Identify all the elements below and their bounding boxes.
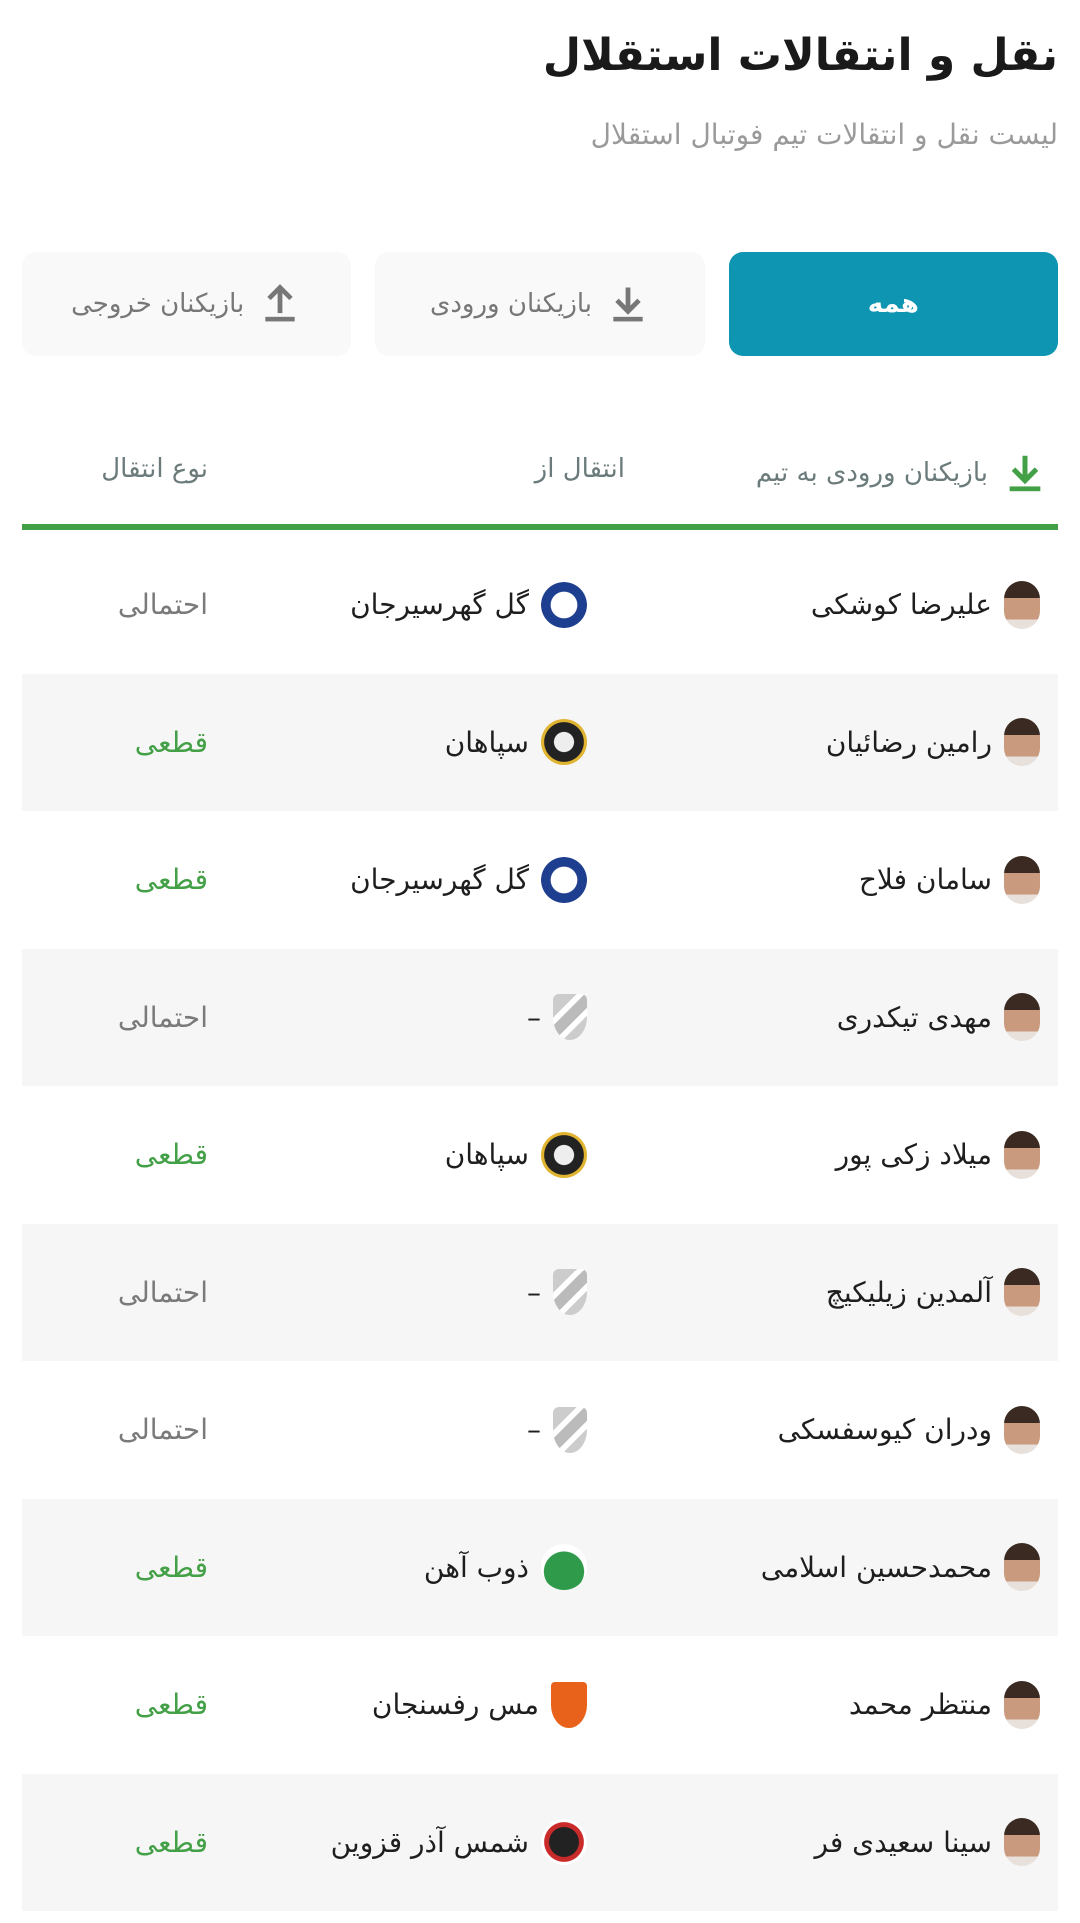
table-row[interactable]: علیرضا کوشکی گل گهرسیرجان احتمالی xyxy=(22,536,1058,674)
club-logo-icon xyxy=(541,581,587,628)
transfer-list: علیرضا کوشکی گل گهرسیرجان احتمالی رامین … xyxy=(22,536,1058,1911)
transfer-type: قطعی xyxy=(134,725,208,759)
player-cell: ودران کیوسفسکی xyxy=(778,1361,1040,1499)
avatar xyxy=(1004,1680,1040,1729)
player-name[interactable]: ودران کیوسفسکی xyxy=(777,1413,992,1447)
club-cell: گل گهرسیرجان xyxy=(350,536,587,674)
club-cell: ذوب آهن xyxy=(424,1499,587,1637)
table-row[interactable]: منتظر محمد مس رفسنجان قطعی xyxy=(22,1636,1058,1774)
club-name: گل گهرسیرجان xyxy=(350,588,529,622)
transfer-type: احتمالی xyxy=(117,1000,208,1034)
player-name[interactable]: منتظر محمد xyxy=(848,1688,992,1722)
tab-label: بازیکنان خروجی xyxy=(71,289,245,319)
club-logo-icon xyxy=(553,994,587,1041)
club-logo-icon xyxy=(551,1681,587,1728)
club-name: – xyxy=(527,1275,541,1309)
player-name[interactable]: سینا سعیدی فر xyxy=(814,1825,992,1859)
club-name: – xyxy=(527,1413,541,1447)
club-logo-icon xyxy=(541,1131,587,1178)
table-row[interactable]: آلمدین زیلیکیچ – احتمالی xyxy=(22,1223,1058,1362)
avatar xyxy=(1004,1543,1040,1592)
avatar xyxy=(1004,855,1040,904)
table-row[interactable]: میلاد زکی پور سپاهان قطعی xyxy=(22,1086,1058,1224)
club-logo-icon xyxy=(553,1406,587,1453)
player-cell: سینا سعیدی فر xyxy=(814,1774,1040,1912)
club-cell: شمس آذر قزوین xyxy=(331,1774,587,1912)
player-name[interactable]: محمدحسین اسلامی xyxy=(760,1550,992,1584)
club-name: سپاهان xyxy=(444,725,529,759)
avatar xyxy=(1004,718,1040,767)
transfer-type: قطعی xyxy=(134,863,208,897)
avatar xyxy=(1004,1268,1040,1317)
club-name: شمس آذر قزوین xyxy=(330,1825,529,1859)
club-name: گل گهرسیرجان xyxy=(350,863,529,897)
table-row[interactable]: ودران کیوسفسکی – احتمالی xyxy=(22,1361,1058,1499)
club-name: ذوب آهن xyxy=(423,1550,529,1584)
club-cell: – xyxy=(527,949,587,1087)
club-logo-icon xyxy=(541,1544,587,1591)
player-cell: مهدی تیکدری xyxy=(837,949,1040,1087)
player-cell: محمدحسین اسلامی xyxy=(761,1499,1040,1637)
club-cell: سپاهان xyxy=(445,674,587,812)
player-cell: رامین رضائیان xyxy=(826,674,1040,812)
club-name: مس رفسنجان xyxy=(371,1688,539,1722)
player-name[interactable]: علیرضا کوشکی xyxy=(810,588,992,622)
club-cell: مس رفسنجان xyxy=(372,1636,587,1774)
tab-incoming[interactable]: بازیکنان ورودی xyxy=(375,252,705,356)
club-cell: سپاهان xyxy=(445,1086,587,1224)
table-row[interactable]: سینا سعیدی فر شمس آذر قزوین قطعی xyxy=(22,1773,1058,1912)
transfer-type: قطعی xyxy=(134,1688,208,1722)
table-header: بازیکنان ورودی به تیم انتقال از نوع انتق… xyxy=(22,430,1058,530)
club-cell: – xyxy=(527,1361,587,1499)
club-cell: گل گهرسیرجان xyxy=(350,811,587,949)
table-row[interactable]: محمدحسین اسلامی ذوب آهن قطعی xyxy=(22,1498,1058,1637)
upload-icon xyxy=(265,284,295,322)
transfer-type: قطعی xyxy=(134,1550,208,1584)
player-name[interactable]: مهدی تیکدری xyxy=(836,1000,992,1034)
club-logo-icon xyxy=(541,719,587,766)
table-row[interactable]: رامین رضائیان سپاهان قطعی xyxy=(22,673,1058,812)
download-icon xyxy=(613,287,643,322)
transfer-type: احتمالی xyxy=(117,1413,208,1447)
avatar xyxy=(1004,580,1040,629)
table-row[interactable]: سامان فلاح گل گهرسیرجان قطعی xyxy=(22,811,1058,949)
avatar xyxy=(1004,1405,1040,1454)
player-cell: علیرضا کوشکی xyxy=(811,536,1040,674)
download-icon xyxy=(1009,455,1041,492)
transfer-type: احتمالی xyxy=(117,1275,208,1309)
header-from: انتقال از xyxy=(534,454,625,484)
filter-tabs: همه بازیکنان ورودی بازیکنان خروجی xyxy=(22,252,1058,356)
tab-label: همه xyxy=(867,289,919,319)
avatar xyxy=(1004,1818,1040,1867)
page-subtitle: لیست نقل و انتقالات تیم فوتبال استقلال xyxy=(590,118,1058,151)
player-cell: سامان فلاح xyxy=(859,811,1040,949)
tab-all[interactable]: همه xyxy=(728,252,1058,356)
player-cell: آلمدین زیلیکیچ xyxy=(826,1224,1040,1362)
player-name[interactable]: رامین رضائیان xyxy=(825,725,992,759)
club-logo-icon xyxy=(553,1269,587,1316)
tab-outgoing[interactable]: بازیکنان خروجی xyxy=(22,252,352,356)
avatar xyxy=(1004,1130,1040,1179)
header-player: بازیکنان ورودی به تیم xyxy=(756,450,1048,496)
club-logo-icon xyxy=(541,1819,587,1866)
player-cell: میلاد زکی پور xyxy=(836,1086,1040,1224)
transfer-type: احتمالی xyxy=(117,588,208,622)
player-cell: منتظر محمد xyxy=(849,1636,1040,1774)
tab-label: بازیکنان ورودی xyxy=(430,289,593,319)
table-row[interactable]: مهدی تیکدری – احتمالی xyxy=(22,948,1058,1087)
player-name[interactable]: سامان فلاح xyxy=(858,863,992,897)
avatar xyxy=(1004,993,1040,1042)
transfer-type: قطعی xyxy=(134,1138,208,1172)
player-name[interactable]: میلاد زکی پور xyxy=(835,1138,992,1172)
page-title: نقل و انتقالات استقلال xyxy=(542,30,1058,81)
club-logo-icon xyxy=(541,856,587,903)
club-name: سپاهان xyxy=(444,1138,529,1172)
player-name[interactable]: آلمدین زیلیکیچ xyxy=(825,1275,992,1309)
header-type: نوع انتقال xyxy=(101,454,208,484)
club-cell: – xyxy=(527,1224,587,1362)
club-name: – xyxy=(527,1000,541,1034)
transfer-type: قطعی xyxy=(134,1825,208,1859)
